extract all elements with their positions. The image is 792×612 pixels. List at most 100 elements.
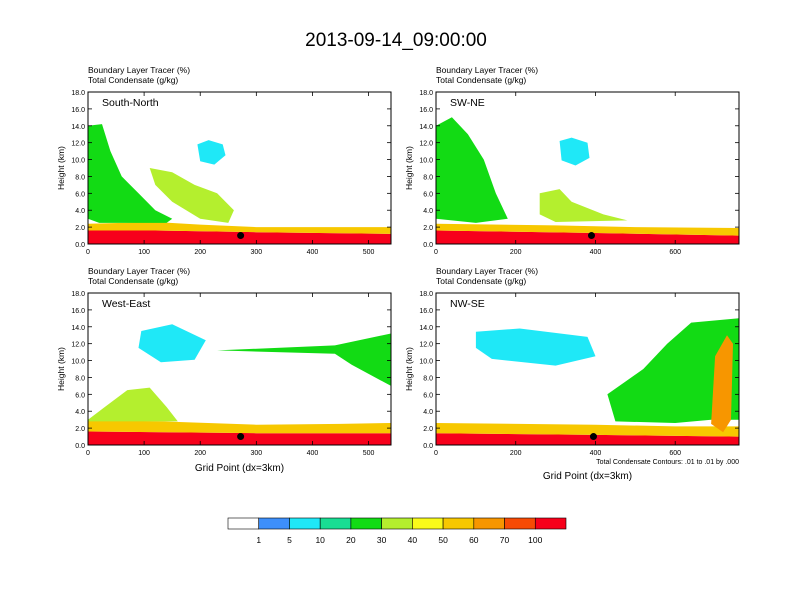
region-low-level bbox=[88, 419, 391, 434]
y-axis-label: Height (km) bbox=[404, 347, 414, 391]
y-tick-label: 10.0 bbox=[71, 359, 85, 366]
colorbar-label: 40 bbox=[408, 535, 418, 545]
location-marker bbox=[587, 232, 595, 240]
y-tick-label: 8.0 bbox=[75, 174, 85, 181]
panel-title-line: Total Condensate (g/kg) bbox=[88, 75, 178, 85]
panel-sw-ne: Boundary Layer Tracer (%)Total Condensat… bbox=[404, 65, 740, 256]
panel-label: SW-NE bbox=[450, 97, 485, 109]
y-axis-label: Height (km) bbox=[56, 146, 66, 190]
x-tick-label: 100 bbox=[138, 450, 150, 457]
x-tick-label: 400 bbox=[307, 450, 319, 457]
y-tick-label: 4.0 bbox=[75, 208, 85, 215]
panel-label: South-North bbox=[102, 97, 159, 109]
region-upper-cloud bbox=[217, 333, 391, 386]
plot-frame bbox=[87, 292, 392, 446]
y-tick-label: 14.0 bbox=[419, 325, 433, 332]
x-tick-label: 0 bbox=[86, 249, 90, 256]
region-low-level bbox=[436, 223, 739, 236]
y-tick-label: 16.0 bbox=[71, 107, 85, 114]
y-tick-label: 2.0 bbox=[75, 225, 85, 232]
location-marker bbox=[589, 433, 597, 441]
y-tick-label: 4.0 bbox=[423, 208, 433, 215]
y-tick-label: 12.0 bbox=[419, 342, 433, 349]
colorbar-label: 100 bbox=[528, 535, 542, 545]
y-axis-label: Height (km) bbox=[56, 347, 66, 391]
location-marker bbox=[237, 433, 245, 441]
region-isolated-cloud bbox=[475, 328, 596, 366]
x-tick-label: 100 bbox=[138, 249, 150, 256]
y-tick-label: 10.0 bbox=[71, 158, 85, 165]
colorbar-swatch bbox=[381, 517, 413, 530]
colorbar-swatch bbox=[258, 517, 290, 530]
y-tick-label: 10.0 bbox=[419, 359, 433, 366]
y-tick-label: 0.0 bbox=[75, 242, 85, 249]
x-tick-label: 0 bbox=[434, 450, 438, 457]
x-tick-label: 200 bbox=[194, 450, 206, 457]
field-fill bbox=[88, 124, 391, 244]
y-tick-label: 4.0 bbox=[75, 409, 85, 416]
y-axis-label: Height (km) bbox=[404, 146, 414, 190]
region-low-level bbox=[88, 222, 391, 234]
field-fill bbox=[436, 117, 739, 244]
colorbar-label: 30 bbox=[377, 535, 387, 545]
plot-frame bbox=[87, 91, 392, 245]
x-tick-label: 300 bbox=[250, 450, 262, 457]
region-mid-plume bbox=[149, 168, 234, 223]
plot-frame bbox=[435, 91, 740, 245]
x-tick-label: 400 bbox=[307, 249, 319, 256]
field-fill bbox=[88, 324, 391, 445]
panel-title-line: Boundary Layer Tracer (%) bbox=[88, 266, 190, 276]
region-upper-cloud bbox=[88, 124, 173, 223]
y-tick-label: 2.0 bbox=[423, 426, 433, 433]
x-tick-label: 200 bbox=[510, 249, 522, 256]
panel-title-line: Boundary Layer Tracer (%) bbox=[88, 65, 190, 75]
colorbar-swatch bbox=[412, 517, 444, 530]
x-axis-label: Grid Point (dx=3km) bbox=[543, 471, 632, 482]
region-isolated-cloud bbox=[197, 140, 226, 165]
colorbar-label: 5 bbox=[287, 535, 292, 545]
y-tick-label: 18.0 bbox=[419, 90, 433, 97]
colorbar-swatch bbox=[289, 517, 321, 530]
colorbar-swatch bbox=[350, 517, 382, 530]
y-tick-label: 6.0 bbox=[423, 392, 433, 399]
y-tick-label: 12.0 bbox=[71, 342, 85, 349]
colorbar-swatch bbox=[534, 517, 567, 530]
panel-title-line: Boundary Layer Tracer (%) bbox=[436, 65, 538, 75]
panel-label: NW-SE bbox=[450, 298, 485, 310]
x-tick-label: 400 bbox=[590, 450, 602, 457]
y-tick-label: 18.0 bbox=[71, 291, 85, 298]
y-tick-label: 2.0 bbox=[423, 225, 433, 232]
figure-title: 2013-09-14_09:00:00 bbox=[305, 30, 487, 51]
colorbar-label: 20 bbox=[346, 535, 356, 545]
region-isolated-cloud bbox=[138, 324, 206, 363]
colorbar-label: 70 bbox=[500, 535, 510, 545]
x-tick-label: 500 bbox=[363, 450, 375, 457]
panel-west-east: Boundary Layer Tracer (%)Total Condensat… bbox=[56, 266, 392, 474]
panel-nw-se: Boundary Layer Tracer (%)Total Condensat… bbox=[404, 266, 740, 482]
region-rising-tower bbox=[607, 318, 739, 423]
y-tick-label: 8.0 bbox=[75, 375, 85, 382]
y-tick-label: 6.0 bbox=[423, 191, 433, 198]
y-tick-label: 16.0 bbox=[419, 107, 433, 114]
y-tick-label: 18.0 bbox=[419, 291, 433, 298]
region-low-level bbox=[436, 423, 739, 437]
y-tick-label: 10.0 bbox=[419, 158, 433, 165]
colorbar-swatch bbox=[473, 517, 505, 530]
y-tick-label: 14.0 bbox=[71, 325, 85, 332]
y-tick-label: 16.0 bbox=[71, 308, 85, 315]
contour-note: Total Condensate Contours: .01 to .01 by… bbox=[596, 459, 739, 466]
region-surface-layer bbox=[436, 230, 739, 244]
field-fill bbox=[436, 318, 739, 445]
x-tick-label: 0 bbox=[86, 450, 90, 457]
x-tick-label: 400 bbox=[590, 249, 602, 256]
colorbar-label: 50 bbox=[438, 535, 448, 545]
x-tick-label: 300 bbox=[250, 249, 262, 256]
region-surface-layer bbox=[436, 433, 739, 445]
location-marker bbox=[237, 232, 245, 240]
y-tick-label: 2.0 bbox=[75, 426, 85, 433]
y-tick-label: 6.0 bbox=[75, 392, 85, 399]
y-tick-label: 0.0 bbox=[423, 242, 433, 249]
y-tick-label: 0.0 bbox=[423, 443, 433, 450]
y-tick-label: 12.0 bbox=[71, 141, 85, 148]
colorbar-label: 60 bbox=[469, 535, 479, 545]
